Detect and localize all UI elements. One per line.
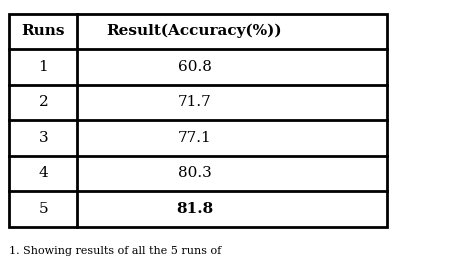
Text: 81.8: 81.8	[176, 202, 213, 216]
Text: 2: 2	[39, 95, 48, 109]
Text: 1. Showing results of all the 5 runs of: 1. Showing results of all the 5 runs of	[9, 246, 222, 256]
Text: Runs: Runs	[22, 24, 65, 38]
Text: 1: 1	[39, 60, 48, 74]
Text: 80.3: 80.3	[177, 167, 211, 180]
Text: 60.8: 60.8	[177, 60, 211, 74]
Text: Result(Accuracy(%)): Result(Accuracy(%))	[107, 24, 282, 38]
Text: 4: 4	[39, 167, 48, 180]
Text: 3: 3	[39, 131, 48, 145]
Text: 71.7: 71.7	[177, 95, 211, 109]
Text: 5: 5	[39, 202, 48, 216]
Text: 77.1: 77.1	[177, 131, 211, 145]
